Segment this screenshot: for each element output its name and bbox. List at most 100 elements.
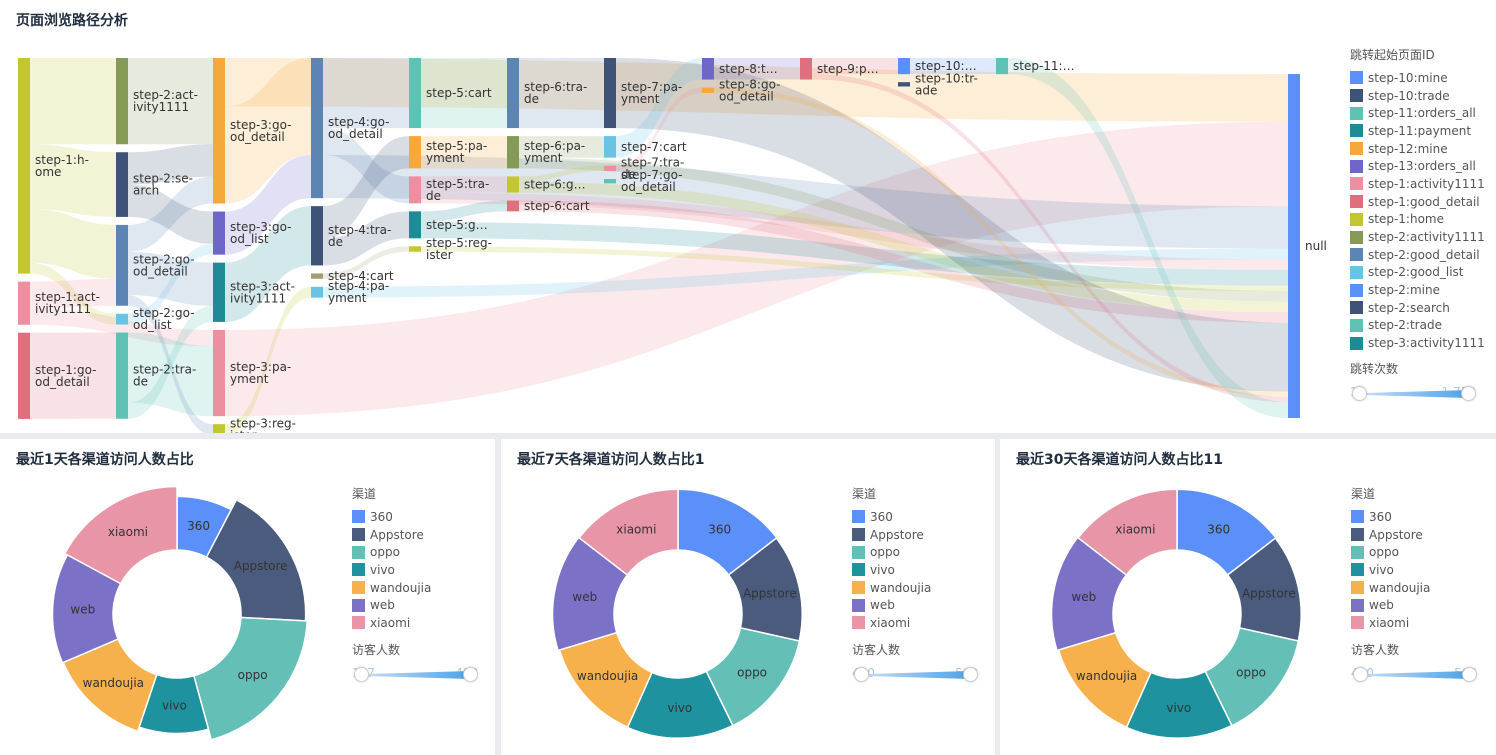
- sankey-node-step-3-payment[interactable]: [213, 329, 225, 417]
- pie-visual-map[interactable]: 访客人数 187 488: [352, 641, 478, 682]
- sankey-legend-item-step-10-trade[interactable]: step-10:trade: [1350, 87, 1485, 105]
- sankey-link[interactable]: [421, 192, 1288, 270]
- sankey-node-step-4-good-detail[interactable]: [311, 58, 323, 199]
- sankey-link[interactable]: [128, 305, 213, 419]
- pie-legend-item-appstore[interactable]: Appstore: [852, 526, 931, 544]
- pie-legend-item-360[interactable]: 360: [352, 508, 431, 526]
- sankey-node-step-7-payment[interactable]: [604, 58, 616, 129]
- pie-slice-xiaomi[interactable]: [1077, 488, 1178, 576]
- sankey-node-step-4-payment[interactable]: [311, 286, 323, 298]
- sankey-node-step-7-trade[interactable]: [604, 165, 616, 172]
- sankey-link[interactable]: [421, 136, 507, 169]
- pie-visual-map[interactable]: 访客人数 410 500: [1351, 641, 1477, 682]
- sankey-link[interactable]: [225, 206, 311, 322]
- pie-legend-item-360[interactable]: 360: [1351, 508, 1430, 526]
- visual-map-handle-min[interactable]: [1353, 667, 1368, 682]
- pie-slice-xiaomi[interactable]: [63, 485, 178, 585]
- sankey-link[interactable]: [421, 222, 1288, 286]
- sankey-node-step-10-trade[interactable]: [898, 82, 910, 87]
- visual-map-handle-min[interactable]: [854, 667, 869, 682]
- sankey-link[interactable]: [1008, 58, 1288, 418]
- sankey-node-step-8-trade[interactable]: [702, 58, 714, 80]
- pie-legend-item-appstore[interactable]: Appstore: [352, 526, 431, 544]
- sankey-link[interactable]: [225, 58, 311, 204]
- sankey-node-step-1-home[interactable]: [18, 58, 30, 274]
- sankey-link[interactable]: [30, 262, 116, 325]
- sankey-link[interactable]: [128, 332, 213, 417]
- sankey-link[interactable]: [519, 165, 604, 182]
- sankey-legend-item-step-12-mine[interactable]: step-12:mine: [1350, 140, 1485, 158]
- pie-legend-item-web[interactable]: web: [1351, 596, 1430, 614]
- pie-legend-item-oppo[interactable]: oppo: [852, 543, 931, 561]
- sankey-link[interactable]: [30, 332, 116, 419]
- pie-legend-item-appstore[interactable]: Appstore: [1351, 526, 1430, 544]
- sankey-node-step-2-activity1111[interactable]: [116, 58, 128, 145]
- sankey-node-step-9-payment[interactable]: [800, 58, 812, 80]
- sankey-legend-item-step-11-payment[interactable]: step-11:payment: [1350, 122, 1485, 140]
- pie-legend-item-wandoujia[interactable]: wandoujia: [852, 579, 931, 597]
- pie-legend-item-xiaomi[interactable]: xiaomi: [1351, 614, 1430, 632]
- pie-legend-item-vivo[interactable]: vivo: [852, 561, 931, 579]
- sankey-node-step-3-good-detail[interactable]: [213, 58, 225, 204]
- sankey-link[interactable]: [225, 121, 1288, 417]
- sankey-link[interactable]: [812, 58, 898, 75]
- sankey-legend-item-step-2-good-list[interactable]: step-2:good_list: [1350, 264, 1485, 282]
- sankey-link[interactable]: [519, 58, 604, 129]
- sankey-legend-item-step-11-orders-all[interactable]: step-11:orders_all: [1350, 104, 1485, 122]
- sankey-link[interactable]: [519, 200, 1288, 323]
- sankey-link[interactable]: [128, 184, 213, 244]
- sankey-legend-item-step-2-trade[interactable]: step-2:trade: [1350, 317, 1485, 335]
- sankey-node-step-5-good-detail[interactable]: [409, 211, 421, 239]
- sankey-link[interactable]: [616, 87, 702, 172]
- sankey-link[interactable]: [128, 58, 213, 145]
- sankey-legend-item-step-1-home[interactable]: step-1:home: [1350, 211, 1485, 229]
- sankey-node-step-3-good-list[interactable]: [213, 211, 225, 255]
- pie-legend-item-360[interactable]: 360: [852, 508, 931, 526]
- sankey-node-step-5-cart[interactable]: [409, 58, 421, 129]
- pie-legend-item-oppo[interactable]: oppo: [352, 543, 431, 561]
- sankey-link[interactable]: [421, 246, 1288, 291]
- sankey-node-step-8-good-detail[interactable]: [702, 87, 714, 93]
- sankey-node-step-7-cart[interactable]: [604, 136, 616, 158]
- sankey-legend-item-step-2-good-detail[interactable]: step-2:good_detail: [1350, 246, 1485, 264]
- sankey-link[interactable]: [128, 294, 213, 433]
- sankey-link[interactable]: [714, 58, 800, 80]
- sankey-link[interactable]: [323, 246, 409, 279]
- pie-slice-oppo[interactable]: [192, 616, 308, 741]
- pie-legend-item-oppo[interactable]: oppo: [1351, 543, 1430, 561]
- sankey-node-step-1-activity1111[interactable]: [18, 281, 30, 325]
- pie-legend-item-wandoujia[interactable]: wandoujia: [352, 579, 431, 597]
- sankey-link[interactable]: [812, 74, 1288, 403]
- sankey-node-step-3-activity1111[interactable]: [213, 262, 225, 322]
- sankey-link[interactable]: [30, 58, 116, 145]
- sankey-legend-item-step-2-search[interactable]: step-2:search: [1350, 299, 1485, 317]
- sankey-node-step-6-good-detail[interactable]: [507, 176, 519, 193]
- sankey-link[interactable]: [323, 128, 409, 204]
- sankey-link[interactable]: [30, 208, 116, 279]
- sankey-node-step-2-search[interactable]: [116, 152, 128, 217]
- sankey-node-step-10-mine[interactable]: [898, 58, 910, 75]
- sankey-link[interactable]: [30, 278, 116, 309]
- visual-map-handle-max[interactable]: [1461, 386, 1476, 401]
- sankey-link[interactable]: [323, 155, 1288, 249]
- sankey-node-step-2-good-list[interactable]: [116, 313, 128, 325]
- pie-legend-item-vivo[interactable]: vivo: [352, 561, 431, 579]
- visual-map-handle-min[interactable]: [1352, 386, 1367, 401]
- sankey-link[interactable]: [128, 251, 213, 306]
- sankey-node-step-4-cart[interactable]: [311, 273, 323, 279]
- sankey-link[interactable]: [421, 58, 507, 129]
- sankey-node-step-6-trade[interactable]: [507, 58, 519, 129]
- sankey-link[interactable]: [714, 87, 1288, 397]
- sankey-node-step-6-payment[interactable]: [507, 136, 519, 169]
- sankey-link[interactable]: [128, 243, 213, 325]
- sankey-node-step-5-payment[interactable]: [409, 136, 421, 169]
- sankey-node-step-3-register[interactable]: [213, 424, 225, 433]
- pie-slice-appstore[interactable]: [205, 498, 307, 622]
- sankey-node-step-7-good-detail[interactable]: [604, 179, 616, 184]
- sankey-node-step-1-good-detail[interactable]: [18, 332, 30, 419]
- sankey-link[interactable]: [128, 176, 213, 252]
- visual-map-handle-max[interactable]: [1462, 667, 1477, 682]
- sankey-link[interactable]: [421, 176, 507, 193]
- sankey-link[interactable]: [910, 58, 996, 75]
- sankey-link[interactable]: [519, 136, 604, 158]
